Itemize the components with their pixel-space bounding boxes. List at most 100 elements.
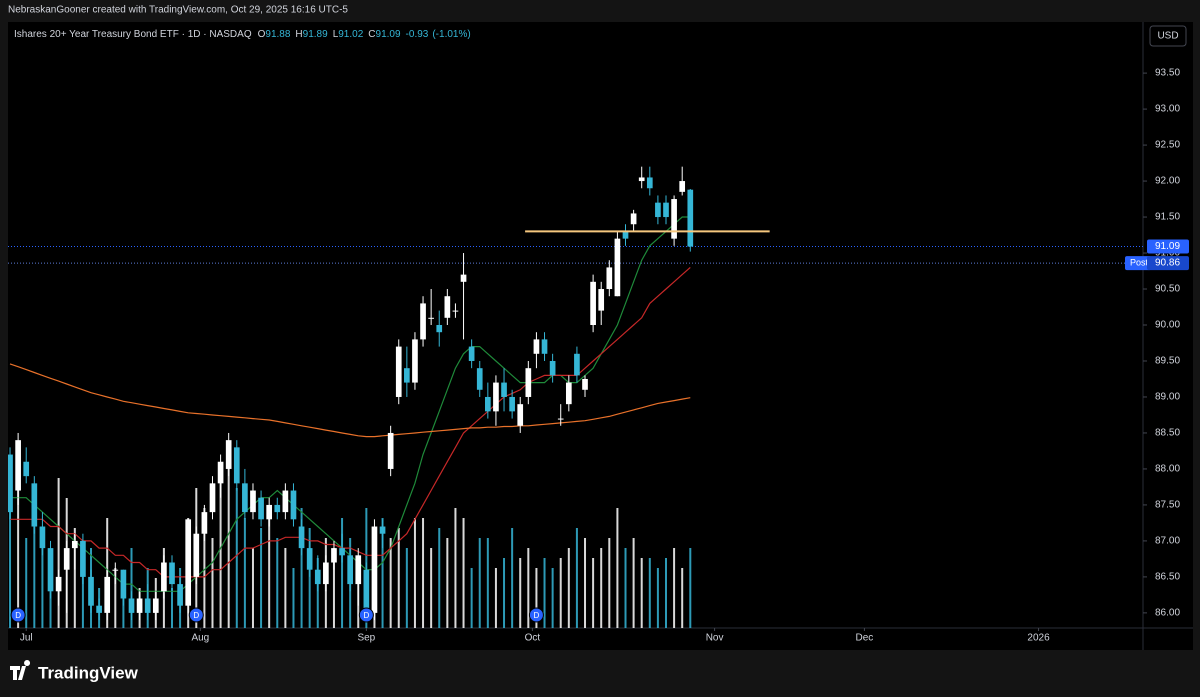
dividend-marker: [528, 607, 544, 623]
candle-body: [314, 569, 321, 585]
candle-body: [663, 202, 669, 218]
candle-body: [104, 576, 111, 613]
dividend-label: D: [15, 611, 21, 620]
candle-body: [120, 569, 127, 599]
change: -0.93: [406, 29, 429, 40]
candle-body: [306, 548, 313, 570]
candle-body: [460, 274, 467, 282]
candle-body: [8, 454, 13, 513]
y-tick-label: 89.50: [1155, 356, 1180, 367]
candle-body: [15, 440, 21, 491]
candle-body: [298, 526, 305, 549]
candle-body: [509, 396, 515, 412]
candle-body: [274, 504, 281, 513]
dividend-marker: [188, 607, 204, 623]
change-pct: (-1.01%): [432, 29, 470, 40]
post-tag: Post: [1130, 257, 1149, 267]
candle-body: [225, 440, 232, 469]
candle-body: [23, 461, 30, 477]
candle-body: [404, 368, 410, 383]
candle-body: [363, 569, 370, 613]
y-tick-label: 86.50: [1155, 572, 1180, 583]
moving-average: [9, 363, 691, 438]
ohlc-letter: L: [333, 29, 339, 40]
candle-body: [152, 598, 159, 613]
y-tick-label: 89.00: [1155, 392, 1180, 403]
symbol: Ishares 20+ Year Treasury Bond ETF · 1D …: [14, 29, 252, 40]
candle-body: [242, 483, 248, 513]
y-tick-label: 90.50: [1155, 284, 1180, 295]
x-tick-label: Jul: [20, 633, 33, 644]
candle-body: [136, 598, 143, 613]
candle-body: [655, 202, 661, 218]
candle-body: [201, 512, 208, 534]
candle-body: [185, 519, 192, 606]
candle-body: [209, 483, 216, 513]
candle-body: [63, 548, 70, 570]
candle-body: [347, 555, 353, 585]
candle-body: [679, 181, 686, 192]
candle-body: [444, 296, 451, 318]
candle-body: [144, 598, 151, 613]
candle-body: [557, 418, 564, 420]
y-tick-label: 91.50: [1155, 212, 1180, 223]
candle-body: [169, 562, 175, 585]
candle-body: [630, 213, 637, 225]
candle-body: [646, 177, 653, 189]
candle-body: [290, 490, 297, 520]
candle-body: [266, 504, 273, 520]
ohlc-value: 91.09: [376, 29, 401, 40]
y-tick-label: 87.50: [1155, 500, 1180, 511]
candle-body: [177, 584, 183, 606]
brand-logo: [10, 660, 31, 680]
candle-body: [565, 382, 572, 405]
candle-body: [468, 346, 475, 361]
x-tick-label: Sep: [357, 633, 375, 644]
candle-body: [55, 576, 62, 592]
candle-body: [420, 303, 426, 340]
ohlc-value: 91.89: [303, 29, 328, 40]
candle-body: [549, 360, 556, 376]
candle-body: [525, 368, 532, 397]
candle-body: [331, 548, 337, 563]
dividend-marker: [358, 607, 374, 623]
y-tick-label: 88.00: [1155, 464, 1180, 475]
ohlc-letter: O: [258, 29, 266, 40]
candle-body: [128, 598, 135, 613]
candle-body: [638, 177, 645, 182]
currency[interactable]: USD: [1157, 31, 1178, 42]
candle-body: [47, 548, 54, 592]
y-tick-label: 93.50: [1155, 68, 1180, 79]
candle-body: [501, 382, 507, 397]
candle-body: [80, 540, 86, 577]
post-price-box: [1147, 256, 1189, 271]
candle-body: [250, 490, 256, 513]
candle-body: [258, 497, 264, 520]
currency-button[interactable]: [1149, 25, 1187, 47]
candle-body: [428, 317, 434, 319]
candle-body: [323, 562, 329, 585]
candle-body: [217, 461, 224, 484]
last-price-box: [1147, 239, 1189, 254]
x-tick-label: Dec: [856, 633, 874, 644]
candle-body: [606, 267, 613, 290]
candle-body: [282, 490, 289, 513]
last-price-label: 91.09: [1155, 241, 1180, 252]
y-tick-label: 87.00: [1155, 536, 1180, 547]
candle-body: [476, 368, 483, 390]
candle-body: [436, 325, 443, 333]
candle-body: [452, 310, 459, 312]
candle-body: [484, 396, 491, 412]
post-price-label: 90.86: [1155, 258, 1180, 269]
candle-body: [687, 189, 694, 247]
candle-body: [96, 605, 102, 613]
candle-body: [590, 281, 596, 325]
plot: 86.00 86.50 87.00 87.50 88.00 88.50 89.00 89.50…: [8, 68, 1189, 644]
candle-body: [339, 548, 345, 556]
ohlc-letter: H: [295, 29, 302, 40]
x-tick-label: Oct: [525, 633, 541, 644]
dividend-label: D: [534, 611, 540, 620]
y-tick-label: 92.00: [1155, 176, 1180, 187]
